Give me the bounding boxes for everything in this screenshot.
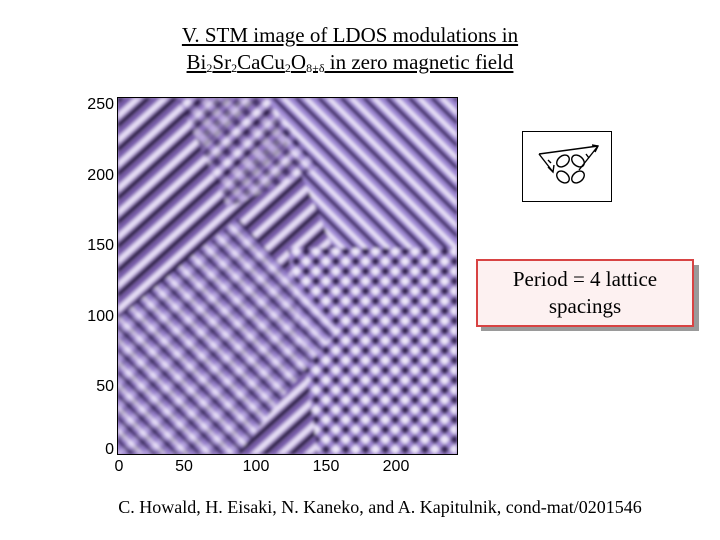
y-tick-label: 250 <box>87 96 114 113</box>
dwave-orbital-inset <box>522 131 612 202</box>
title-line-2: Bi2Sr2CaCu2O8+δ in zero magnetic field <box>100 49 600 76</box>
formula-cacu: CaCu <box>237 50 285 74</box>
formula-bi-sub: 2 <box>206 61 213 75</box>
y-tick-label: 100 <box>87 308 114 325</box>
x-tick-label: 200 <box>382 458 410 475</box>
x-tick-label: 100 <box>242 458 270 475</box>
stm-heatmap <box>117 97 458 455</box>
y-tick-label: 200 <box>87 167 114 184</box>
title-line-2-tail: in zero magnetic field <box>324 50 514 74</box>
orbital-lobes-icon <box>538 144 600 184</box>
callout-text: Period = 4 lattice spacings <box>512 267 658 318</box>
y-tick-label: 0 <box>105 441 114 458</box>
y-tick-label: 150 <box>87 237 114 254</box>
period-callout: Period = 4 lattice spacings <box>476 259 694 327</box>
stm-heatmap-svg <box>118 98 457 454</box>
x-tick-label: 0 <box>114 458 124 475</box>
title-line-1: V. STM image of LDOS modulations in <box>100 22 600 49</box>
formula-o-sub: 8+δ <box>306 61 325 75</box>
formula-bi: Bi <box>186 50 207 74</box>
formula-sr: Sr <box>212 50 232 74</box>
citation: C. Howald, H. Eisaki, N. Kaneko, and A. … <box>118 497 642 517</box>
chemical-formula: Bi2Sr2CaCu2O8+δ in zero magnetic field <box>187 50 514 74</box>
x-tick-label: 150 <box>312 458 340 475</box>
formula-o: O <box>290 50 307 74</box>
formula-cu-sub: 2 <box>284 61 291 75</box>
y-tick-label: 50 <box>96 378 114 395</box>
title-line-1-text: V. STM image of LDOS modulations in <box>181 23 519 47</box>
x-tick-label: 50 <box>175 458 193 475</box>
formula-sr-sub: 2 <box>231 61 238 75</box>
slide-title: V. STM image of LDOS modulations in Bi2S… <box>100 22 600 76</box>
